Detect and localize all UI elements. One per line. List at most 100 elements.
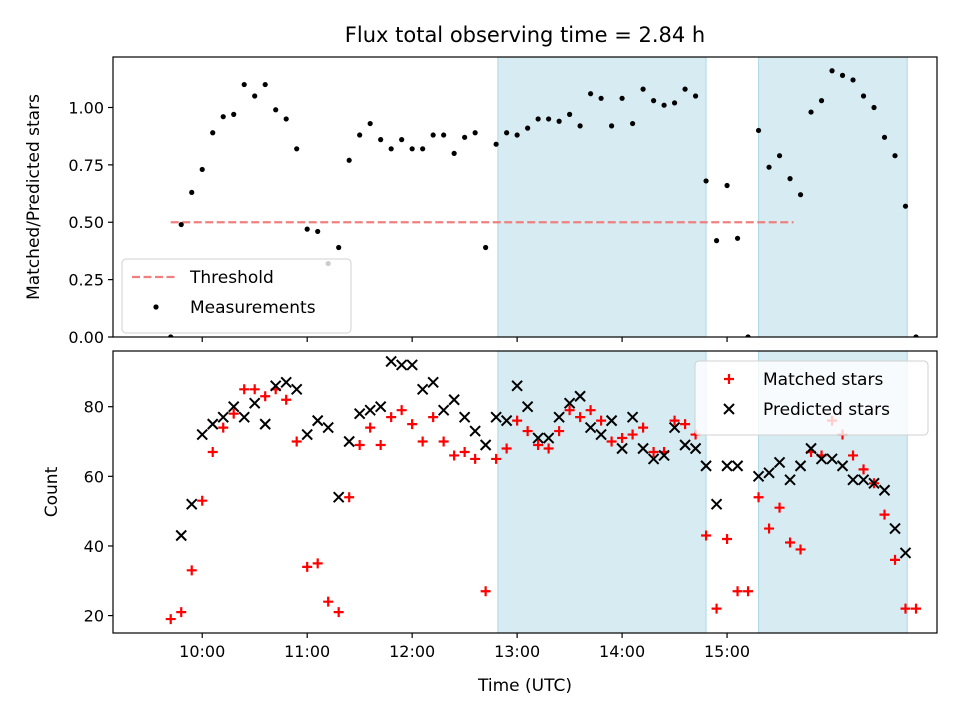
matched-star-point [176, 607, 187, 618]
matched-star-point [701, 530, 712, 541]
matched-star-point [281, 394, 292, 405]
y-tick-label: 40 [84, 537, 104, 556]
axes-frame [112, 56, 938, 338]
matched-star-point [753, 492, 764, 503]
count-panel: 10:00 11:00 12:00 13:00 14:00 15:00 20 40 60 80 Co… [42, 350, 938, 661]
predicted-star-point [700, 460, 712, 472]
legend-box [121, 258, 352, 334]
predicted-star-point [637, 442, 649, 455]
predicted-star-point [280, 376, 292, 389]
predicted-star-point [763, 467, 775, 479]
matched-star-point [365, 422, 376, 433]
matched-star-point [585, 405, 596, 416]
predicted-star-point [186, 498, 198, 510]
predicted-star-point [196, 428, 208, 441]
predicted-star-point [878, 484, 891, 496]
predicted-star-point [868, 477, 880, 490]
matched-star-point [533, 440, 544, 450]
matched-star-point [449, 450, 460, 461]
legend-matched-swatch [724, 374, 734, 384]
measurement-point [283, 116, 289, 122]
matched-star-point [543, 443, 554, 454]
predicted-star-point [469, 425, 481, 437]
matched-star-point [291, 436, 302, 447]
measurement-point [860, 93, 867, 99]
predicted-star-point [175, 529, 187, 542]
matched-star-point [722, 534, 733, 544]
matched-star-point [858, 464, 869, 475]
matched-star-point [879, 509, 890, 520]
legend: Threshold Measurements [121, 258, 352, 334]
legend-label: Predicted stars [763, 400, 890, 420]
measurement-point [650, 98, 657, 104]
y-axis-label: Matched/Predicted stars [24, 94, 44, 300]
measurement-point [388, 146, 394, 152]
predicted-star-point [899, 547, 912, 559]
y-tick-label: 80 [84, 398, 104, 417]
measurement-point [766, 164, 772, 170]
measurement-point [608, 123, 615, 129]
matched-star-point [732, 586, 743, 597]
predicted-star-point [542, 432, 555, 444]
measurement-point [881, 134, 888, 140]
ratio-panel: 0.00 0.25 0.50 0.75 1.00 Matched/Predicted st… [24, 56, 938, 347]
matched-star-point [900, 603, 911, 614]
measurement-point [724, 182, 730, 189]
predicted-star-point [217, 411, 229, 423]
measurement-point [210, 130, 216, 136]
x-tick-label: 11:00 [284, 642, 330, 661]
measurement-point [178, 221, 184, 228]
matched-star-point [638, 422, 649, 433]
matched-star-point [417, 436, 428, 447]
measurement-point [598, 95, 604, 101]
measurement-point [797, 192, 804, 198]
x-tick-label: 12:00 [389, 642, 435, 661]
matched-star-point [606, 436, 617, 447]
predicted-star-point [889, 522, 901, 535]
measurement-point [420, 146, 426, 152]
predicted-star-point [794, 460, 807, 472]
matched-star-point [428, 412, 439, 423]
measurement-point [220, 114, 226, 120]
legend-label: Matched stars [763, 370, 883, 390]
matched-star-point [228, 408, 239, 419]
matched-star-point [669, 415, 680, 426]
measurement-point [703, 178, 709, 184]
measurement-point [199, 166, 205, 173]
matched-star-point [575, 412, 586, 423]
predicted-star-point [574, 390, 586, 402]
x-tick-label: 15:00 [704, 642, 750, 661]
y-tick-label: 0.75 [68, 156, 104, 175]
measurement-point [913, 334, 919, 337]
predicted-star-point [353, 407, 366, 420]
matched-star-point [249, 384, 260, 395]
predicted-star-point [259, 418, 271, 430]
predicted-star-point [395, 359, 408, 371]
matched-star-point [501, 443, 512, 454]
matched-star-point [848, 450, 859, 461]
predicted-star-point [228, 400, 240, 413]
legend: Matched stars Predicted stars [694, 360, 929, 436]
matched-star-point [470, 453, 481, 464]
legend-measurement-swatch [153, 304, 159, 310]
predicted-star-point [847, 474, 859, 486]
measurement-point [661, 102, 667, 108]
measurement-point [577, 123, 583, 129]
predicted-star-point [511, 380, 523, 392]
predicted-star-point [364, 404, 376, 416]
predicted-star-point [815, 453, 828, 465]
predicted-star-point [731, 460, 744, 472]
measurement-point [493, 141, 499, 147]
measurement-point [367, 120, 373, 127]
predicted-star-point [532, 432, 544, 444]
measurement-point [567, 111, 573, 117]
observing-window-band [497, 57, 707, 337]
matched-star-point [438, 436, 449, 447]
predicted-star-point [826, 453, 838, 465]
predicted-star-point [595, 428, 607, 441]
predicted-star-point [584, 421, 597, 434]
measurement-point [629, 120, 636, 127]
measurement-point [734, 235, 741, 241]
predicted-star-point [689, 442, 702, 455]
predicted-star-point [668, 421, 681, 434]
